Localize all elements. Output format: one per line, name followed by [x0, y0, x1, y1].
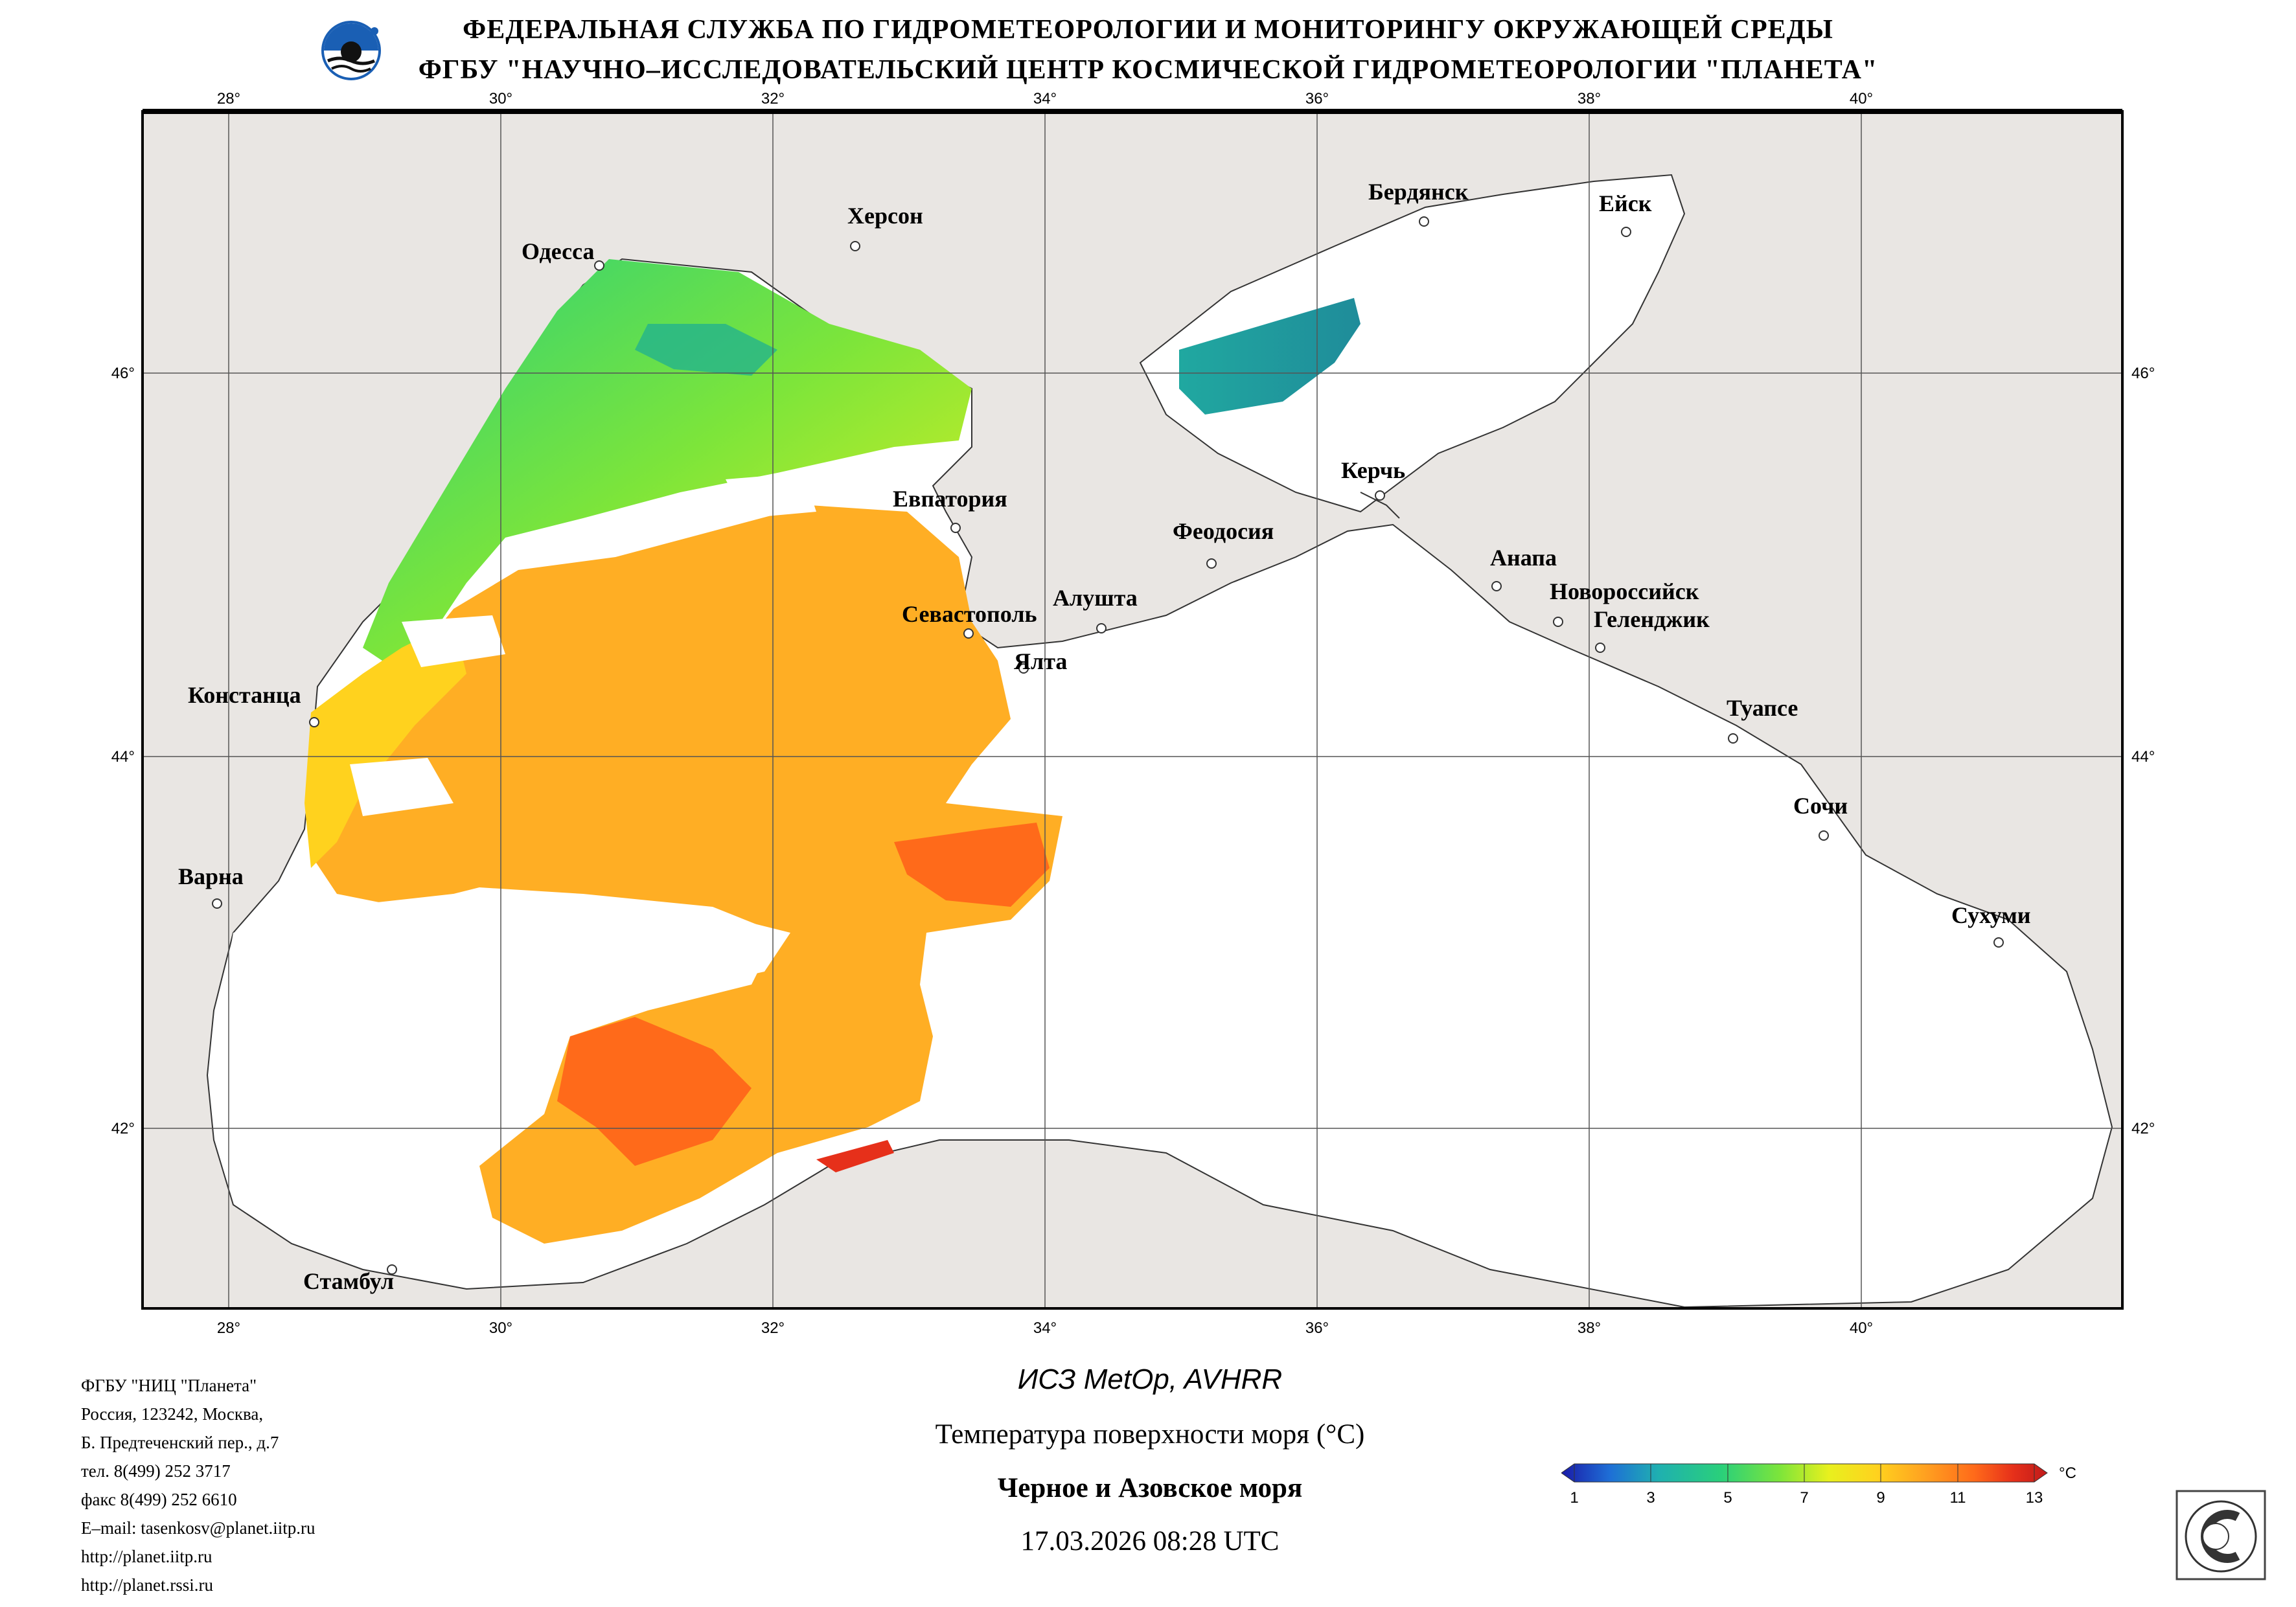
lat-tick-42-right: 42°	[2131, 1120, 2155, 1137]
lat-tick-42-left: 42°	[111, 1120, 135, 1137]
lon-tick-32-bottom: 32°	[761, 1319, 785, 1337]
sst-azov-west	[1179, 298, 1360, 415]
city-novorossiysk: Новороссийск	[1550, 578, 1699, 604]
contact-url-2[interactable]: http://planet.rssi.ru	[81, 1575, 213, 1595]
lat-tick-44-right: 44°	[2131, 748, 2155, 766]
cloud-gap-4	[220, 894, 790, 1244]
colorbar-unit: °C	[2059, 1465, 2076, 1482]
lon-ticks-bottom: 28° 30° 32° 34° 36° 38° 40°	[217, 1319, 1873, 1337]
city-kherson: Херсон	[847, 203, 923, 229]
region-label: Черное и Азовское моря	[997, 1473, 1303, 1503]
lat-tick-46-right: 46°	[2131, 365, 2155, 382]
city-sochi: Сочи	[1793, 793, 1848, 819]
sst-central-orange	[311, 505, 1062, 1244]
city-evpatoria: Евпатория	[893, 486, 1007, 512]
datetime-label: 17.03.2026 08:28 UTC	[1020, 1526, 1280, 1556]
cloud-gap-3	[350, 758, 453, 816]
sst-nw-cold-core	[635, 324, 777, 376]
lon-tick-28-top: 28°	[217, 90, 240, 108]
lon-tick-34-bottom: 34°	[1033, 1319, 1057, 1337]
city-berdyansk: Бердянск	[1368, 179, 1469, 205]
colorbar-tick-9: 9	[1876, 1489, 1885, 1507]
lat-tick-46-left: 46°	[111, 365, 135, 382]
sst-coast-red	[816, 1140, 894, 1172]
lon-ticks-top: 28° 30° 32° 34° 36° 38° 40°	[217, 90, 1873, 108]
lat-ticks: 46° 44° 42° 46° 44° 42°	[111, 365, 2155, 1137]
city-anapa: Анапа	[1490, 545, 1557, 571]
city-alushta: Алушта	[1053, 585, 1138, 611]
city-labels: Одесса Херсон Бердянск Ейск Евпатория Ке…	[178, 179, 2031, 1294]
lon-tick-30-bottom: 30°	[489, 1319, 512, 1337]
contact-fax: факс 8(499) 252 6610	[81, 1490, 237, 1509]
lon-tick-40-top: 40°	[1850, 90, 1873, 108]
lon-tick-38-bottom: 38°	[1578, 1319, 1601, 1337]
colorbar-tick-3: 3	[1646, 1489, 1655, 1507]
cloud-gap-2	[402, 615, 505, 667]
satellite-label: ИСЗ MetOp, AVHRR	[1017, 1363, 1283, 1395]
contact-country: Россия, 123242, Москва,	[81, 1404, 264, 1424]
city-markers	[212, 216, 2004, 1275]
colorbar-tick-11: 11	[1950, 1489, 1966, 1507]
lon-tick-28-bottom: 28°	[217, 1319, 240, 1337]
sst-warm-core-east	[894, 823, 1050, 907]
lon-tick-32-top: 32°	[761, 90, 785, 108]
contact-phone: тел. 8(499) 252 3717	[81, 1461, 231, 1481]
colorbar-tick-1: 1	[1570, 1489, 1578, 1507]
city-feodosia: Феодосия	[1173, 518, 1274, 544]
city-tuapse: Туапсе	[1727, 695, 1798, 721]
contact-email: E–mail: tasenkosv@planet.iitp.ru	[81, 1518, 316, 1538]
header-line-2: ФГБУ "НАУЧНО–ИССЛЕДОВАТЕЛЬСКИЙ ЦЕНТР КОС…	[418, 55, 1878, 85]
lon-tick-36-top: 36°	[1305, 90, 1329, 108]
graticule	[143, 111, 2122, 1308]
city-constanta: Констанца	[188, 682, 301, 708]
planeta-logo	[319, 18, 384, 83]
lat-tick-44-left: 44°	[111, 748, 135, 766]
lon-tick-36-bottom: 36°	[1305, 1319, 1329, 1337]
city-istanbul: Стамбул	[303, 1268, 394, 1294]
city-sevastopol: Севастополь	[902, 601, 1037, 627]
cloud-gap-1	[726, 473, 816, 518]
lon-tick-34-top: 34°	[1033, 90, 1057, 108]
lon-tick-38-top: 38°	[1578, 90, 1601, 108]
colorbar-tick-13: 13	[2026, 1489, 2043, 1507]
contact-url-1[interactable]: http://planet.iitp.ru	[81, 1547, 212, 1566]
product-label: Температура поверхности моря (°C)	[935, 1419, 1365, 1450]
colorbar-tick-5: 5	[1723, 1489, 1732, 1507]
city-gelendzhik: Геленджик	[1594, 606, 1710, 632]
contact-org: ФГБУ "НИЦ "Планета"	[81, 1376, 257, 1395]
lon-tick-30-top: 30°	[489, 90, 512, 108]
iso-certification-badge	[2175, 1490, 2266, 1580]
colorbar: 1 3 5 7 9 11 13 °C	[1561, 1463, 2076, 1507]
city-odessa: Одесса	[522, 238, 595, 264]
lon-tick-40-bottom: 40°	[1850, 1319, 1873, 1337]
kerch-strait	[1360, 492, 1400, 519]
contact-street: Б. Предтеченский пер., д.7	[81, 1433, 279, 1452]
sea-of-azov	[1139, 174, 1686, 513]
colorbar-tick-7: 7	[1800, 1489, 1808, 1507]
city-varna: Варна	[178, 863, 244, 889]
city-yalta: Ялта	[1014, 648, 1067, 674]
city-sukhumi: Сухуми	[1951, 902, 2031, 928]
sst-nw-shelf	[363, 259, 972, 674]
contact-block: ФГБУ "НИЦ "Планета" Россия, 123242, Моск…	[81, 1371, 316, 1599]
sst-west-yellow	[304, 622, 466, 868]
city-kerch: Керчь	[1341, 457, 1405, 483]
city-yeysk: Ейск	[1599, 190, 1652, 216]
header-line-1: ФЕДЕРАЛЬНАЯ СЛУЖБА ПО ГИДРОМЕТЕОРОЛОГИИ …	[463, 15, 1833, 45]
